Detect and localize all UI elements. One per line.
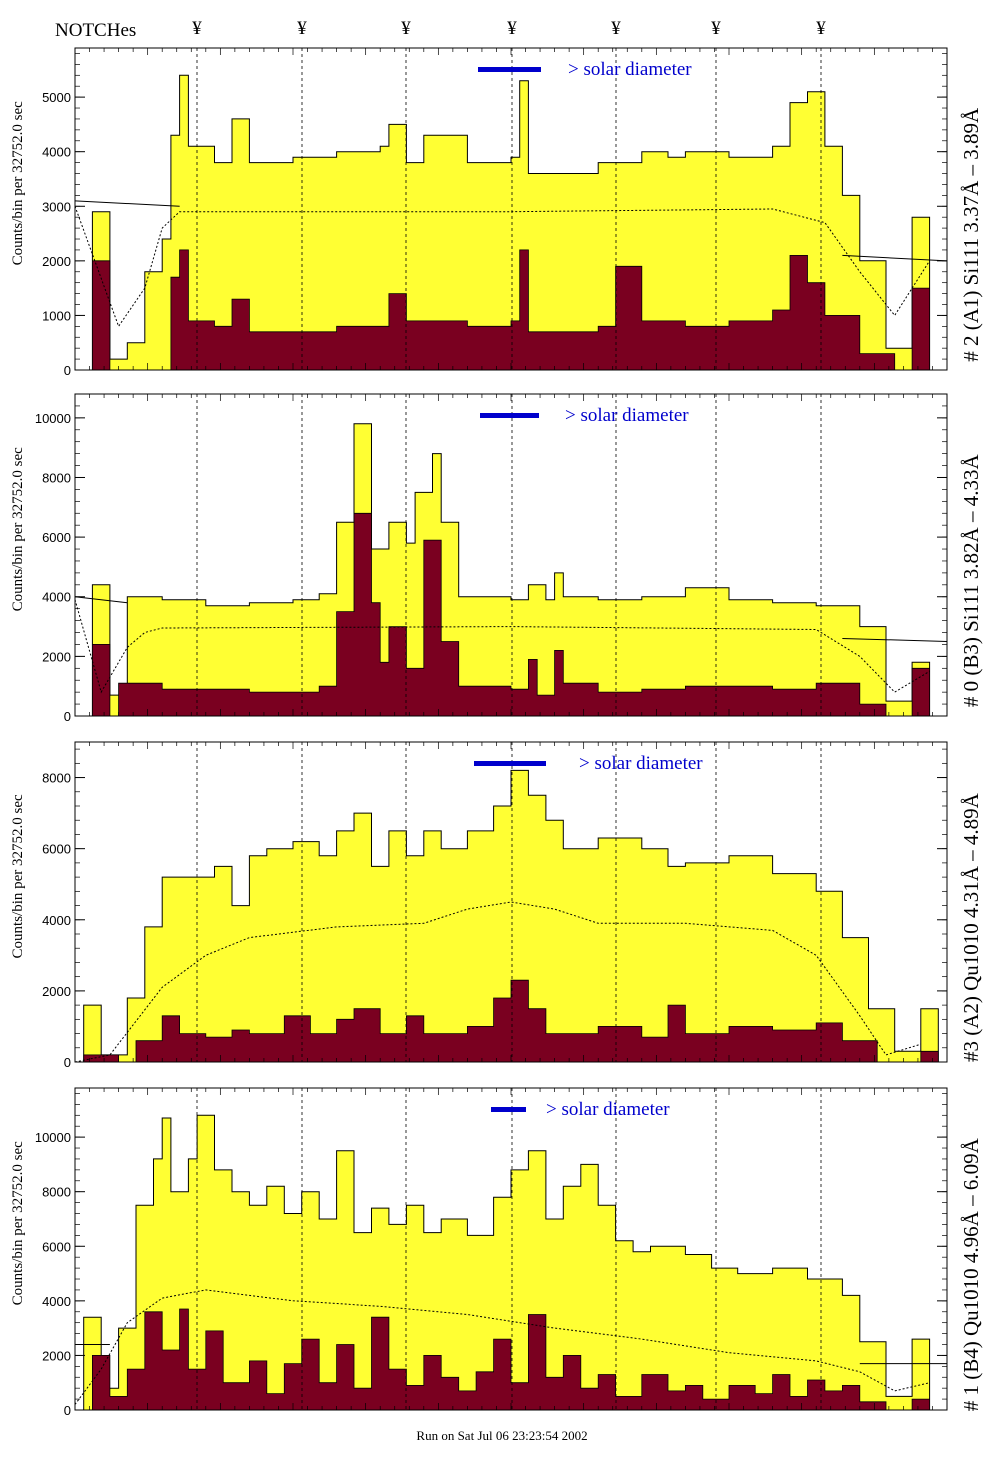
model-profile-curve [75, 599, 930, 694]
total-counts-histogram [75, 74, 934, 370]
detector-range-label: #3 (A2) Qu1010 4.31Å – 4.89Å [959, 792, 983, 1062]
notch-yen-marker: ¥ [401, 18, 411, 39]
model-profile-curve [75, 1289, 930, 1405]
y-tick-label: 6000 [42, 530, 71, 545]
detector-range-label: # 0 (B3) Si111 3.82Å – 4.33Å [959, 454, 983, 708]
notch-yen-marker: ¥ [611, 18, 621, 39]
low-counts-histogram [75, 512, 934, 716]
y-axis-label: Counts/bin per 32752.0 sec [10, 794, 26, 958]
chart-panel-4: 0 2000 4000 6000 8000 10000 Counts/bin per 327… [10, 1087, 983, 1418]
chart-panel-1: 0 1000 2000 3000 4000 5000 Counts/bin per 3275… [10, 47, 983, 378]
low-counts-histogram [75, 1308, 934, 1410]
notch-yen-marker: ¥ [192, 18, 202, 39]
y-tick-label: 4000 [42, 1294, 71, 1309]
notch-yen-marker: ¥ [816, 18, 826, 39]
y-tick-label: 5000 [42, 90, 71, 105]
total-counts-histogram [75, 423, 934, 716]
y-tick-label: 8000 [42, 1185, 71, 1200]
low-counts-histogram [75, 979, 943, 1062]
notch-yen-marker: ¥ [711, 18, 721, 39]
low-counts-histogram [75, 249, 934, 370]
y-tick-label: 2000 [42, 984, 71, 999]
y-tick-label: 4000 [42, 913, 71, 928]
solar-diameter-label: > solar diameter [568, 59, 692, 80]
solar-diameter-label: > solar diameter [565, 405, 689, 426]
y-tick-label: 1000 [42, 308, 71, 323]
notch-yen-marker: ¥ [507, 18, 517, 39]
background-level-line [842, 254, 947, 262]
background-level-line [842, 637, 947, 642]
model-profile-curve [75, 901, 921, 1062]
y-tick-label: 8000 [42, 470, 71, 485]
y-tick-label: 6000 [42, 842, 71, 857]
y-tick-label: 0 [64, 363, 71, 378]
solar-diameter-bar [480, 413, 539, 418]
detector-range-label: # 1 (B4) Qu1010 4.96Å – 6.09Å [959, 1137, 983, 1411]
panel-plot-area [75, 48, 947, 370]
chart-panel-3: 0 2000 4000 6000 8000 Counts/bin per 32752.0 … [10, 741, 983, 1070]
y-tick-label: 6000 [42, 1239, 71, 1254]
solar-diameter-label: > solar diameter [579, 753, 703, 774]
panel-plot-area [75, 394, 947, 716]
chart-panel-2: 0 2000 4000 6000 8000 10000 Counts/bin per 327… [10, 393, 983, 724]
background-level-line [75, 596, 128, 604]
solar-diameter-bar [478, 67, 541, 72]
run-timestamp: Run on Sat Jul 06 23:23:54 2002 [416, 1428, 588, 1443]
y-tick-label: 4000 [42, 590, 71, 605]
solar-diameter-label: > solar diameter [546, 1099, 670, 1120]
y-tick-label: 8000 [42, 771, 71, 786]
total-counts-histogram [75, 1114, 934, 1410]
y-axis-label: Counts/bin per 32752.0 sec [10, 447, 26, 611]
y-tick-label: 10000 [35, 1130, 71, 1145]
panel-plot-area [75, 742, 943, 1062]
notches-label: NOTCHes [55, 20, 137, 41]
y-axis-label: Counts/bin per 32752.0 sec [10, 1141, 26, 1305]
panel-plot-area [75, 1088, 947, 1410]
notch-yen-marker: ¥ [297, 18, 307, 39]
y-tick-label: 2000 [42, 254, 71, 269]
y-tick-label: 4000 [42, 145, 71, 160]
solar-diameter-bar [474, 761, 546, 766]
total-counts-histogram [75, 769, 943, 1062]
y-tick-label: 0 [64, 1403, 71, 1418]
y-tick-label: 3000 [42, 199, 71, 214]
solar-diameter-bar [491, 1107, 526, 1112]
detector-range-label: # 2 (A1) Si111 3.37Å – 3.89Å [959, 107, 983, 362]
y-tick-label: 2000 [42, 1348, 71, 1363]
y-tick-label: 0 [64, 709, 71, 724]
background-level-line [75, 200, 180, 207]
y-tick-label: 10000 [35, 411, 71, 426]
y-tick-label: 0 [64, 1055, 71, 1070]
y-axis-label: Counts/bin per 32752.0 sec [10, 101, 26, 265]
y-tick-label: 2000 [42, 649, 71, 664]
